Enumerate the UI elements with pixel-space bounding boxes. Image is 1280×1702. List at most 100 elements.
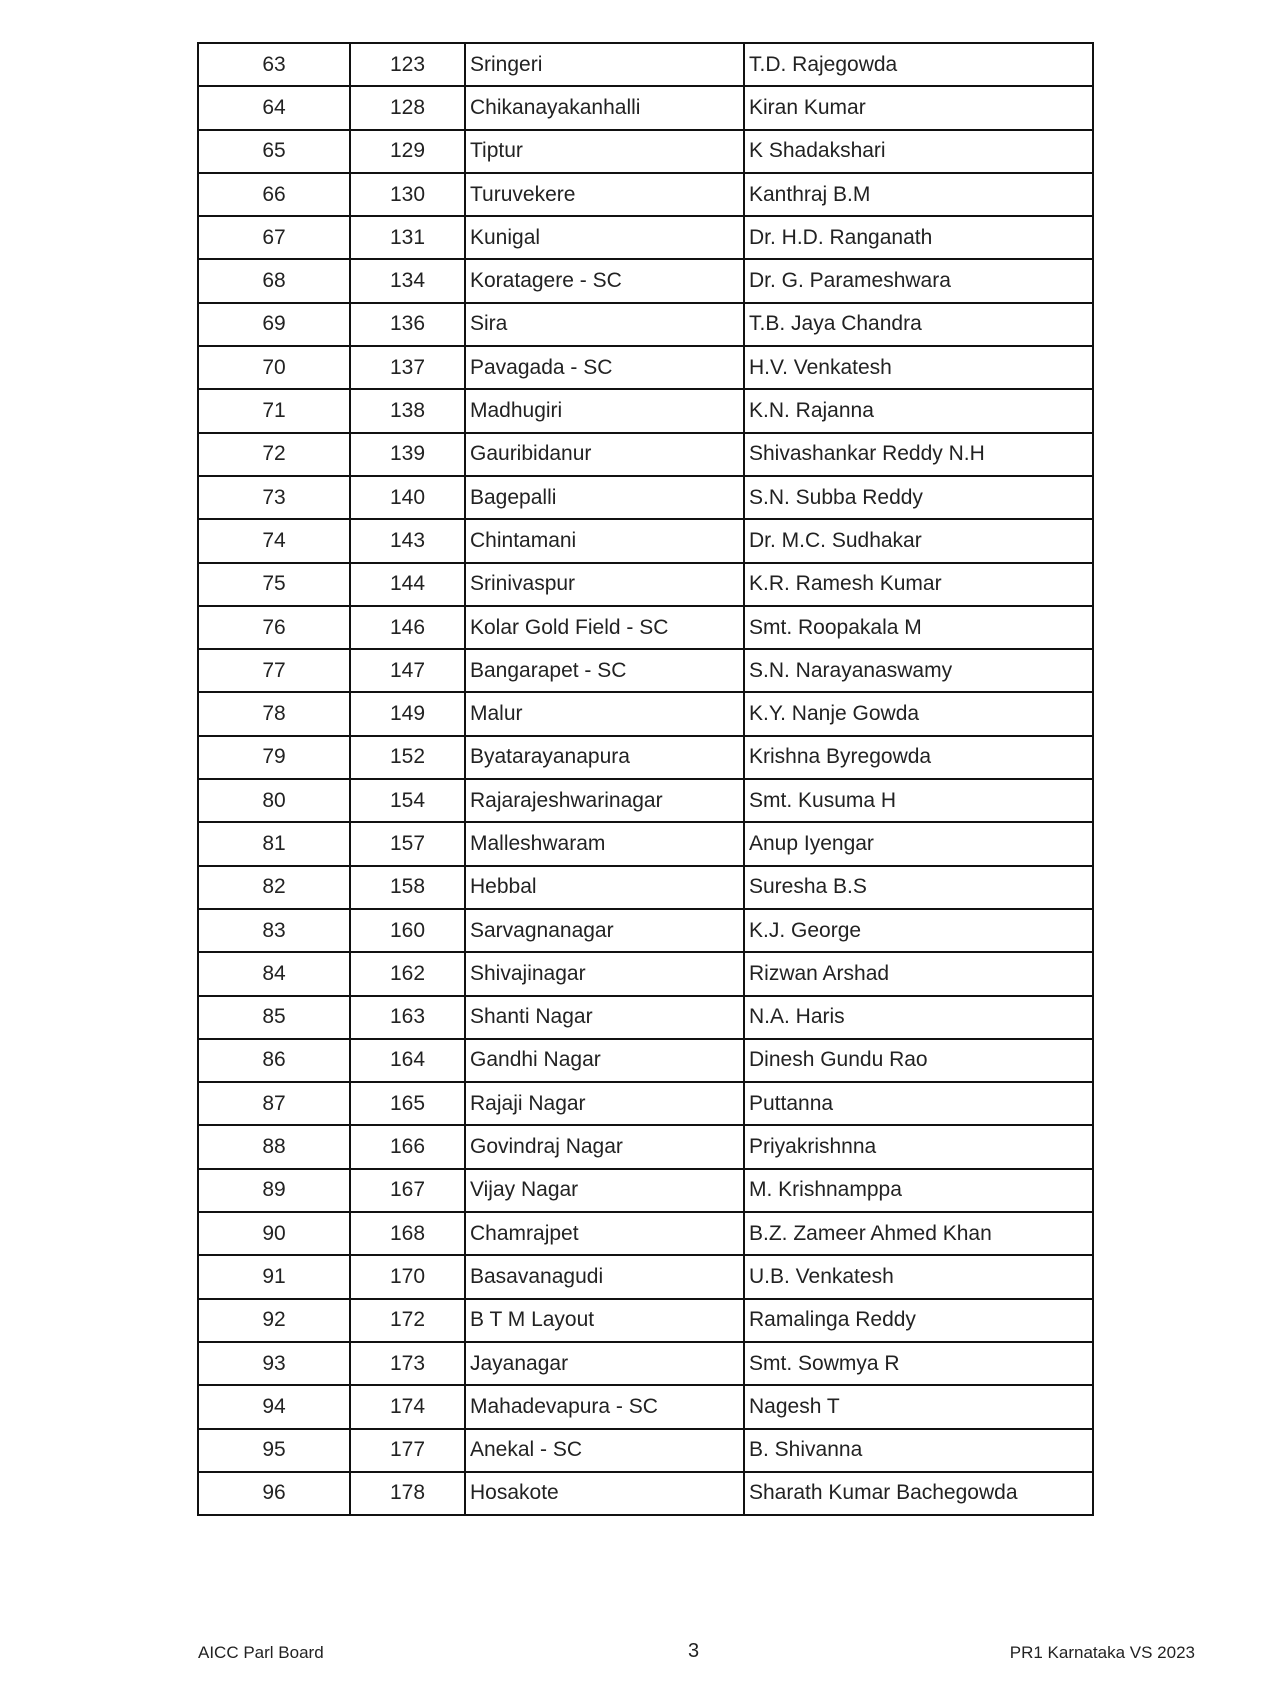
serial-number-cell: 67 (197, 215, 351, 261)
serial-number-cell: 85 (197, 994, 351, 1040)
constituency-number-cell: 164 (349, 1037, 466, 1084)
constituency-number-cell: 143 (349, 518, 466, 564)
serial-number-cell: 87 (197, 1081, 351, 1127)
constituency-name-cell: Kunigal (464, 215, 745, 261)
constituency-name-cell: Tiptur (464, 128, 745, 174)
table-row: 86 164 Gandhi Nagar Dinesh Gundu Rao (197, 1037, 1094, 1084)
constituency-number-cell: 137 (349, 345, 466, 391)
serial-number-cell: 70 (197, 345, 351, 391)
constituency-number-cell: 172 (349, 1297, 466, 1343)
constituency-number-cell: 178 (349, 1470, 466, 1517)
candidate-name-cell: Suresha B.S (743, 864, 1094, 910)
constituency-number-cell: 174 (349, 1384, 466, 1430)
candidate-name-cell: Dr. H.D. Ranganath (743, 215, 1094, 261)
serial-number-cell: 69 (197, 301, 351, 348)
table-row: 75 144 Srinivaspur K.R. Ramesh Kumar (197, 561, 1094, 607)
constituency-number-cell: 130 (349, 171, 466, 218)
serial-number-cell: 93 (197, 1340, 351, 1387)
table-row: 85 163 Shanti Nagar N.A. Haris (197, 994, 1094, 1040)
table-row: 74 143 Chintamani Dr. M.C. Sudhakar (197, 518, 1094, 564)
constituency-number-cell: 173 (349, 1340, 466, 1387)
candidate-name-cell: U.B. Venkatesh (743, 1254, 1094, 1300)
footer-left: AICC Parl Board (198, 1643, 324, 1662)
table-row: 76 146 Kolar Gold Field - SC Smt. Roopakala… (197, 604, 1094, 651)
serial-number-cell: 79 (197, 734, 351, 781)
constituency-name-cell: Turuvekere (464, 171, 745, 218)
candidate-name-cell: M. Krishnamppa (743, 1167, 1094, 1214)
candidate-name-cell: Sharath Kumar Bachegowda (743, 1470, 1094, 1517)
candidate-name-cell: Kanthraj B.M (743, 171, 1094, 218)
table-row: 63 123 Sringeri T.D. Rajegowda (197, 41, 1094, 88)
constituency-name-cell: Byatarayanapura (464, 734, 745, 781)
table-row: 84 162 Shivajinagar Rizwan Arshad (197, 951, 1094, 997)
table-row: 73 140 Bagepalli S.N. Subba Reddy (197, 474, 1094, 521)
candidate-name-cell: Anup Iyengar (743, 821, 1094, 867)
table-row: 77 147 Bangarapet - SC S.N. Narayanaswamy (197, 648, 1094, 694)
candidate-name-cell: Kiran Kumar (743, 85, 1094, 131)
constituency-name-cell: Gandhi Nagar (464, 1037, 745, 1084)
candidate-name-cell: Rizwan Arshad (743, 951, 1094, 997)
table-row: 79 152 Byatarayanapura Krishna Byregowda (197, 734, 1094, 781)
constituency-name-cell: Sarvagnanagar (464, 907, 745, 954)
serial-number-cell: 90 (197, 1211, 351, 1257)
serial-number-cell: 74 (197, 518, 351, 564)
constituency-name-cell: Vijay Nagar (464, 1167, 745, 1214)
serial-number-cell: 82 (197, 864, 351, 910)
constituency-number-cell: 158 (349, 864, 466, 910)
table-row: 87 165 Rajaji Nagar Puttanna (197, 1081, 1094, 1127)
constituency-name-cell: Madhugiri (464, 388, 745, 434)
constituency-number-cell: 152 (349, 734, 466, 781)
candidate-name-cell: Dr. M.C. Sudhakar (743, 518, 1094, 564)
serial-number-cell: 77 (197, 648, 351, 694)
serial-number-cell: 95 (197, 1427, 351, 1473)
candidate-name-cell: Nagesh T (743, 1384, 1094, 1430)
table-row: 67 131 Kunigal Dr. H.D. Ranganath (197, 215, 1094, 261)
constituency-name-cell: Koratagere - SC (464, 258, 745, 304)
table-row: 72 139 Gauribidanur Shivashankar Reddy N.H (197, 431, 1094, 477)
constituency-number-cell: 157 (349, 821, 466, 867)
serial-number-cell: 81 (197, 821, 351, 867)
constituency-name-cell: Govindraj Nagar (464, 1124, 745, 1170)
constituency-name-cell: Sringeri (464, 41, 745, 88)
candidate-name-cell: Dinesh Gundu Rao (743, 1037, 1094, 1084)
constituency-number-cell: 123 (349, 41, 466, 88)
constituency-name-cell: Kolar Gold Field - SC (464, 604, 745, 651)
constituency-number-cell: 165 (349, 1081, 466, 1127)
constituency-name-cell: Shivajinagar (464, 951, 745, 997)
constituency-name-cell: Sira (464, 301, 745, 348)
constituency-number-cell: 167 (349, 1167, 466, 1214)
serial-number-cell: 63 (197, 41, 351, 88)
constituency-number-cell: 129 (349, 128, 466, 174)
constituency-name-cell: Rajarajeshwarinagar (464, 778, 745, 824)
serial-number-cell: 76 (197, 604, 351, 651)
candidate-name-cell: S.N. Narayanaswamy (743, 648, 1094, 694)
serial-number-cell: 92 (197, 1297, 351, 1343)
serial-number-cell: 84 (197, 951, 351, 997)
candidate-name-cell: Krishna Byregowda (743, 734, 1094, 781)
table-row: 71 138 Madhugiri K.N. Rajanna (197, 388, 1094, 434)
table-row: 64 128 Chikanayakanhalli Kiran Kumar (197, 85, 1094, 131)
table-row: 82 158 Hebbal Suresha B.S (197, 864, 1094, 910)
table-row: 78 149 Malur K.Y. Nanje Gowda (197, 691, 1094, 737)
candidate-name-cell: T.D. Rajegowda (743, 41, 1094, 88)
constituency-name-cell: Srinivaspur (464, 561, 745, 607)
constituency-name-cell: Chikanayakanhalli (464, 85, 745, 131)
constituency-name-cell: Chamrajpet (464, 1211, 745, 1257)
constituency-name-cell: Jayanagar (464, 1340, 745, 1387)
constituency-name-cell: Basavanagudi (464, 1254, 745, 1300)
constituency-name-cell: Bangarapet - SC (464, 648, 745, 694)
candidate-name-cell: Priyakrishnna (743, 1124, 1094, 1170)
table-row: 68 134 Koratagere - SC Dr. G. Parameshwara (197, 258, 1094, 304)
table-row: 83 160 Sarvagnanagar K.J. George (197, 907, 1094, 954)
constituency-number-cell: 166 (349, 1124, 466, 1170)
constituency-number-cell: 170 (349, 1254, 466, 1300)
table-row: 80 154 Rajarajeshwarinagar Smt. Kusuma H (197, 778, 1094, 824)
constituency-name-cell: Hosakote (464, 1470, 745, 1517)
table-row: 92 172 B T M Layout Ramalinga Reddy (197, 1297, 1094, 1343)
serial-number-cell: 83 (197, 907, 351, 954)
candidate-table-body: 63 123 Sringeri T.D. Rajegowda 64 128 Chikanay… (197, 41, 1094, 1517)
table-row: 95 177 Anekal - SC B. Shivanna (197, 1427, 1094, 1473)
constituency-name-cell: Pavagada - SC (464, 345, 745, 391)
table-row: 65 129 Tiptur K Shadakshari (197, 128, 1094, 174)
constituency-number-cell: 134 (349, 258, 466, 304)
